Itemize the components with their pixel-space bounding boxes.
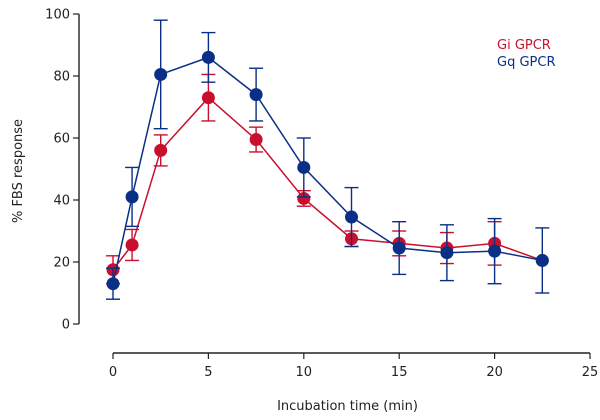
x-axis-title: Incubation time (min) (277, 399, 418, 414)
data-point (201, 50, 215, 64)
x-axis: 0 5 10 15 20 25 (109, 352, 599, 380)
y-axis-title: % FBS response (11, 119, 26, 223)
data-point (345, 210, 358, 224)
data-point (535, 253, 549, 267)
y-axis: 0 20 40 60 80 100 (45, 8, 80, 333)
y-tick-label: 100 (45, 8, 70, 23)
data-point (249, 133, 263, 147)
data-point (154, 143, 168, 157)
series-line (112, 96, 543, 271)
series-gq-gpcr (106, 19, 550, 300)
data-point (125, 190, 139, 204)
x-tick-label: 10 (296, 365, 313, 380)
series-line (112, 56, 543, 284)
data-point (297, 191, 311, 205)
data-point (440, 246, 454, 260)
x-tick-label: 15 (391, 365, 408, 380)
x-tick-label: 0 (109, 365, 117, 380)
series-layer (106, 19, 550, 300)
y-tick-label: 0 (62, 318, 70, 333)
data-point (392, 241, 406, 255)
series-gi-gpcr (106, 73, 549, 285)
y-tick-label: 60 (53, 132, 70, 147)
y-tick-label: 80 (53, 70, 70, 85)
data-point (106, 277, 120, 291)
y-tick-label: 40 (53, 194, 70, 209)
x-tick-label: 25 (582, 365, 599, 380)
data-point (125, 238, 139, 252)
y-tick-label: 20 (53, 256, 70, 271)
data-point (297, 160, 311, 174)
data-point (154, 67, 168, 81)
legend: Gi GPCR Gq GPCR (497, 38, 555, 70)
data-point (201, 91, 215, 105)
x-tick-label: 20 (486, 365, 503, 380)
x-tick-label: 5 (204, 365, 212, 380)
data-point (249, 88, 263, 102)
legend-entry-gi-gpcr: Gi GPCR (497, 38, 551, 53)
data-point (488, 244, 502, 258)
legend-entry-gq-gpcr: Gq GPCR (497, 55, 555, 70)
